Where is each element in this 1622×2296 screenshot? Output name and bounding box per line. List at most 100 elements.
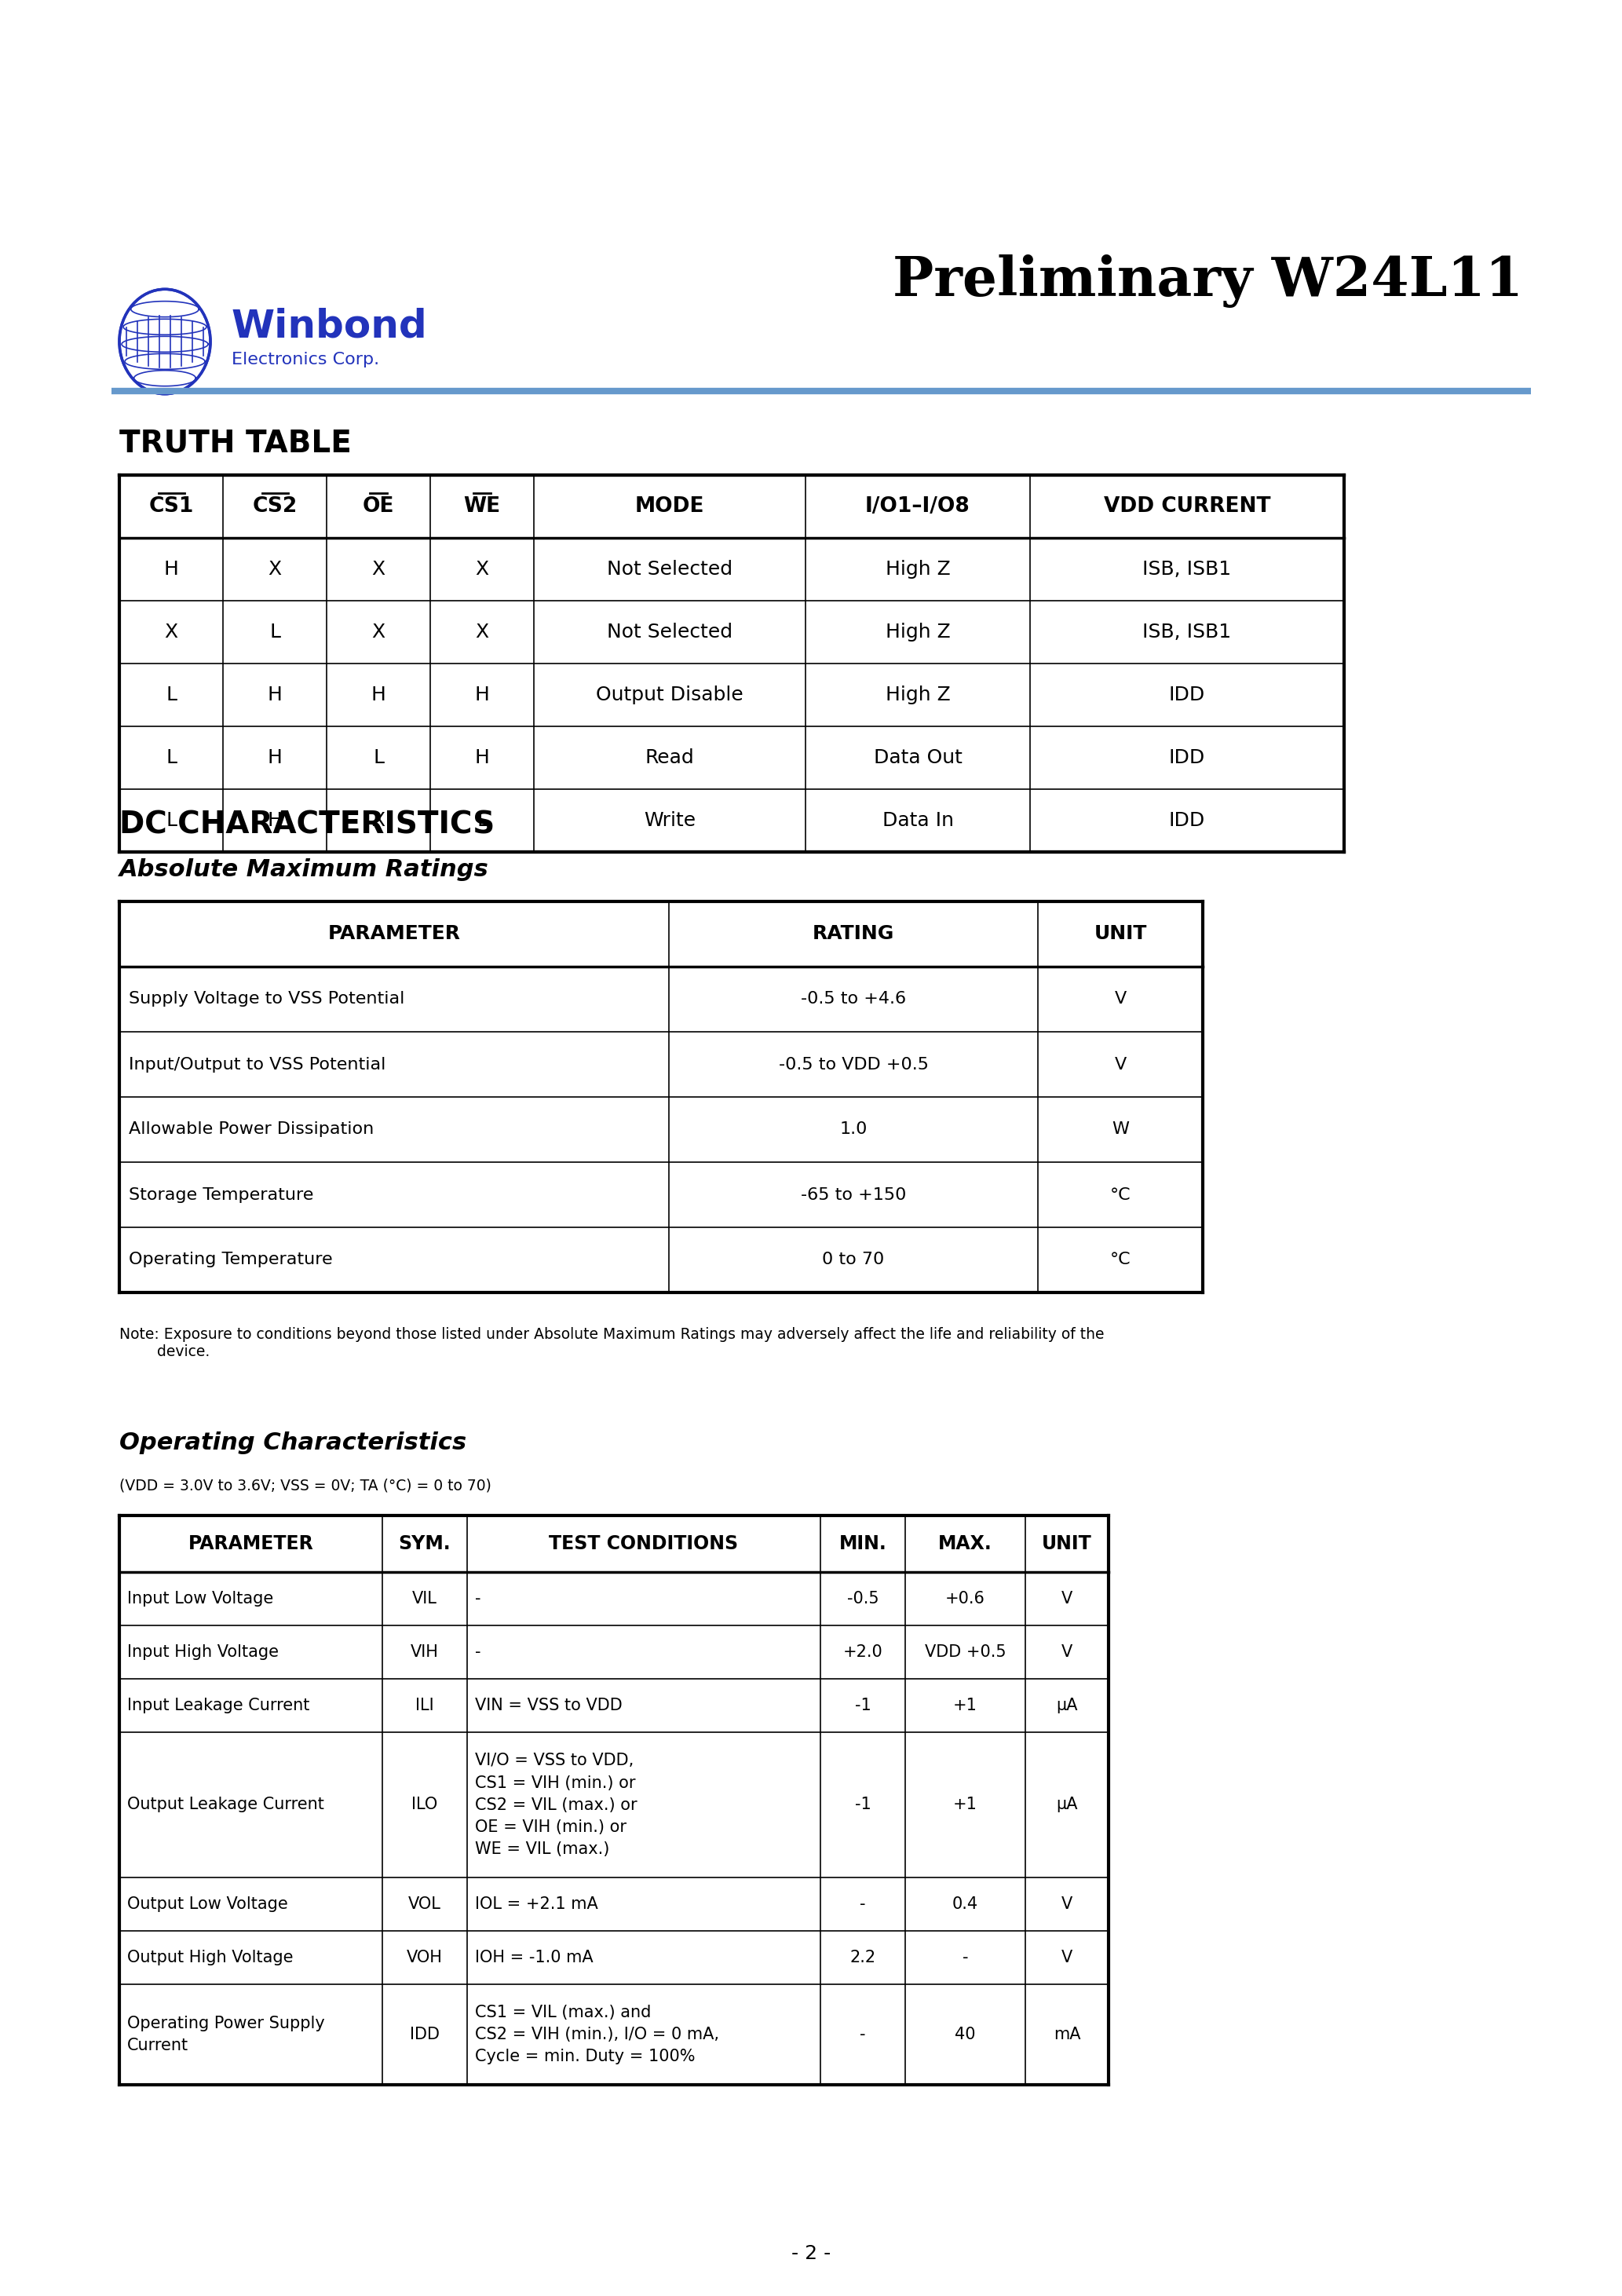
Text: Absolute Maximum Ratings: Absolute Maximum Ratings [120,859,488,882]
Text: -: - [962,1949,968,1965]
Text: W: W [1111,1123,1129,1137]
Text: RATING: RATING [813,925,894,944]
Text: Winbond: Winbond [232,308,428,344]
Text: Output Disable: Output Disable [595,687,743,705]
Text: H: H [475,748,490,767]
Text: L: L [165,687,177,705]
Text: X: X [164,622,178,641]
Text: L: L [477,810,488,829]
Text: Operating Temperature: Operating Temperature [128,1251,333,1267]
Text: -65 to +150: -65 to +150 [801,1187,907,1203]
Text: MIN.: MIN. [839,1534,887,1552]
Text: H: H [268,748,282,767]
Text: 40: 40 [955,2027,976,2043]
Text: -: - [475,1644,480,1660]
Text: SYM.: SYM. [399,1534,451,1552]
Text: V: V [1114,1056,1126,1072]
Text: Read: Read [646,748,694,767]
Text: -1: -1 [855,1697,871,1713]
Text: X: X [268,560,282,579]
Text: CS1 = VIL (max.) and
CS2 = VIH (min.), I/O = 0 mA,
Cycle = min. Duty = 100%: CS1 = VIL (max.) and CS2 = VIH (min.), I… [475,2004,719,2064]
Text: +2.0: +2.0 [843,1644,882,1660]
Text: X: X [371,560,384,579]
Bar [120,902,1204,1293]
Text: 0.4: 0.4 [952,1896,978,1913]
Text: -: - [860,1896,866,1913]
Text: MAX.: MAX. [938,1534,993,1552]
Text: ILO: ILO [412,1798,438,1814]
Text: Data In: Data In [882,810,954,829]
Text: +1: +1 [954,1697,978,1713]
Text: High Z: High Z [886,687,950,705]
Text: Storage Temperature: Storage Temperature [128,1187,313,1203]
Text: 1.0: 1.0 [840,1123,868,1137]
Text: L: L [165,810,177,829]
Text: (VDD = 3.0V to 3.6V; VSS = 0V; TA (°C) = 0 to 70): (VDD = 3.0V to 3.6V; VSS = 0V; TA (°C) =… [120,1479,491,1492]
Text: CS1: CS1 [149,496,193,517]
Text: UNIT: UNIT [1041,1534,1092,1552]
Text: - 2 -: - 2 - [792,2243,830,2264]
Text: -1: -1 [855,1798,871,1814]
Text: Input Low Voltage: Input Low Voltage [127,1591,274,1607]
Text: Not Selected: Not Selected [607,622,733,641]
Text: IOH = -1.0 mA: IOH = -1.0 mA [475,1949,594,1965]
Text: PARAMETER: PARAMETER [188,1534,313,1552]
Text: VI/O = VSS to VDD,
CS1 = VIH (min.) or
CS2 = VIL (max.) or
OE = VIH (min.) or
WE: VI/O = VSS to VDD, CS1 = VIH (min.) or C… [475,1754,637,1857]
Text: Input/Output to VSS Potential: Input/Output to VSS Potential [128,1056,386,1072]
Text: X: X [475,622,488,641]
Text: Output Low Voltage: Output Low Voltage [127,1896,289,1913]
Text: X: X [371,622,384,641]
Text: PARAMETER: PARAMETER [328,925,461,944]
Text: Electronics Corp.: Electronics Corp. [232,351,380,367]
Text: X: X [371,810,384,829]
Text: VDD CURRENT: VDD CURRENT [1103,496,1270,517]
Text: Input High Voltage: Input High Voltage [127,1644,279,1660]
Text: +1: +1 [954,1798,978,1814]
Text: ILI: ILI [415,1697,435,1713]
Text: IDD: IDD [410,2027,440,2043]
Text: V: V [1061,1591,1072,1607]
Text: 0 to 70: 0 to 70 [822,1251,884,1267]
Text: Operating Power Supply
Current: Operating Power Supply Current [127,2016,324,2053]
Text: ISB, ISB1: ISB, ISB1 [1142,622,1231,641]
Text: TEST CONDITIONS: TEST CONDITIONS [550,1534,738,1552]
Text: Not Selected: Not Selected [607,560,733,579]
Text: CS2: CS2 [253,496,297,517]
Text: V: V [1061,1644,1072,1660]
Text: X: X [475,560,488,579]
Text: VOH: VOH [407,1949,443,1965]
Text: H: H [164,560,178,579]
Text: TRUTH TABLE: TRUTH TABLE [120,429,352,459]
Text: °C: °C [1109,1187,1131,1203]
Text: L: L [269,622,281,641]
Text: I/O1–I/O8: I/O1–I/O8 [865,496,970,517]
Text: Supply Voltage to VSS Potential: Supply Voltage to VSS Potential [128,992,404,1008]
Text: WE: WE [464,496,501,517]
Text: DC CHARACTERISTICS: DC CHARACTERISTICS [120,810,495,840]
Text: VIN = VSS to VDD: VIN = VSS to VDD [475,1697,623,1713]
Text: IDD: IDD [1169,687,1205,705]
Text: -: - [860,2027,866,2043]
Text: -0.5 to VDD +0.5: -0.5 to VDD +0.5 [779,1056,928,1072]
Text: μA: μA [1056,1697,1077,1713]
Text: Output Leakage Current: Output Leakage Current [127,1798,324,1814]
Text: VIH: VIH [410,1644,440,1660]
Text: L: L [373,748,384,767]
Text: H: H [371,687,386,705]
Text: Data Out: Data Out [874,748,962,767]
Text: +0.6: +0.6 [946,1591,985,1607]
Text: -0.5 to +4.6: -0.5 to +4.6 [801,992,907,1008]
Text: Output High Voltage: Output High Voltage [127,1949,294,1965]
Text: H: H [268,687,282,705]
Text: UNIT: UNIT [1093,925,1147,944]
Text: ISB, ISB1: ISB, ISB1 [1142,560,1231,579]
Text: Preliminary W24L11: Preliminary W24L11 [892,255,1523,308]
Text: VDD +0.5: VDD +0.5 [925,1644,1006,1660]
Text: IDD: IDD [1169,748,1205,767]
Text: mA: mA [1053,2027,1080,2043]
Text: H: H [268,810,282,829]
Text: OE: OE [362,496,394,517]
Bar [120,475,1345,852]
Text: V: V [1061,1896,1072,1913]
Text: V: V [1061,1949,1072,1965]
